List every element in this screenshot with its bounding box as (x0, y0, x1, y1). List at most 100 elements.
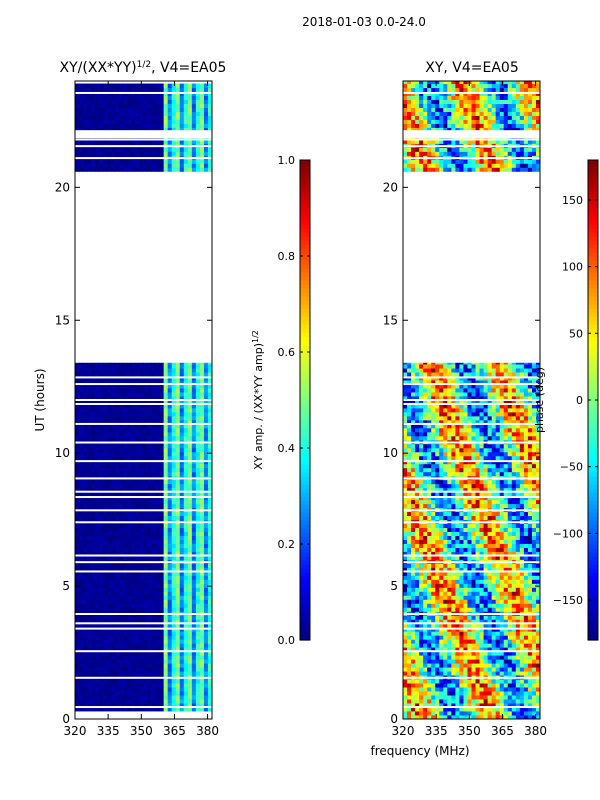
heatmap-cell (115, 663, 120, 668)
heatmap-cell (127, 83, 132, 89)
heatmap-cell (447, 683, 452, 688)
heatmap-cell (451, 663, 456, 668)
heatmap-cell (107, 695, 112, 700)
heatmap-cell (411, 631, 416, 636)
heatmap-cell (123, 491, 128, 497)
heatmap-cell (135, 527, 140, 532)
heatmap-cell (171, 403, 177, 409)
heatmap-cell (135, 83, 140, 89)
heatmap-cell (127, 463, 132, 469)
heatmap-cell (107, 127, 112, 132)
heatmap-cell (507, 687, 513, 692)
heatmap-cell (207, 127, 213, 132)
heatmap-cell (459, 671, 464, 676)
heatmap-cell (167, 372, 173, 377)
heatmap-cell (159, 427, 165, 433)
heatmap-cell (139, 643, 144, 648)
heatmap-cell (127, 651, 132, 656)
heatmap-cell (199, 571, 205, 576)
heatmap-cell (515, 603, 521, 608)
heatmap-cell (203, 571, 209, 576)
heatmap-cell (487, 643, 493, 648)
heatmap-cell (443, 619, 448, 624)
heatmap-cell (107, 392, 112, 397)
heatmap-cell (415, 667, 420, 672)
heatmap-cell (151, 563, 156, 568)
heatmap-cell (111, 587, 116, 592)
heatmap-cell (119, 687, 124, 692)
heatmap-cell (163, 651, 169, 656)
heatmap-cell (203, 639, 209, 644)
heatmap-cell (191, 695, 197, 700)
heatmap-cell (111, 99, 116, 104)
heatmap-cell (491, 687, 497, 692)
heatmap-cell (203, 667, 209, 672)
heatmap-cell (143, 687, 148, 692)
heatmap-cell (187, 583, 193, 588)
heatmap-cell (207, 639, 213, 644)
heatmap-cell (107, 623, 112, 628)
heatmap-cell (139, 659, 144, 664)
heatmap-cell (515, 615, 521, 620)
colorbar-step (300, 568, 310, 573)
heatmap-cell (107, 95, 112, 101)
heatmap-cell (187, 635, 193, 640)
heatmap-cell (115, 159, 120, 164)
heatmap-cell (119, 99, 124, 104)
heatmap-cell (127, 139, 132, 144)
heatmap-cell (151, 451, 156, 457)
heatmap-cell (527, 707, 533, 712)
heatmap-cell (431, 691, 436, 696)
heatmap-cell (187, 392, 193, 397)
flagged-gap (75, 613, 212, 615)
heatmap-cell (103, 151, 108, 156)
heatmap-cell (159, 99, 165, 104)
heatmap-cell (407, 619, 412, 624)
heatmap-cell (103, 107, 108, 112)
heatmap-cell (83, 583, 88, 588)
heatmap-cell (195, 623, 201, 628)
colorbar-step (300, 416, 310, 421)
heatmap-cell (147, 123, 152, 128)
heatmap-cell (123, 95, 128, 101)
heatmap-cell (99, 151, 104, 156)
heatmap-cell (131, 691, 136, 696)
heatmap-cell (123, 139, 128, 144)
heatmap-cell (135, 531, 140, 536)
heatmap-cell (183, 571, 189, 576)
heatmap-cell (427, 671, 432, 676)
heatmap-cell (123, 603, 128, 608)
heatmap-cell (195, 651, 201, 656)
heatmap-cell (83, 707, 88, 712)
heatmap-cell (447, 603, 452, 608)
heatmap-cell (99, 443, 104, 449)
heatmap-cell (191, 163, 197, 168)
heatmap-cell (103, 119, 108, 124)
heatmap-cell (155, 663, 161, 668)
heatmap-cell (75, 639, 80, 644)
heatmap-cell (431, 623, 436, 628)
heatmap-cell (79, 423, 84, 429)
heatmap-cell (123, 99, 128, 104)
heatmap-cell (75, 531, 80, 536)
heatmap-cell (187, 479, 193, 485)
heatmap-cell (407, 707, 412, 712)
heatmap-cell (139, 372, 144, 377)
heatmap-cell (183, 396, 189, 401)
heatmap-cell (111, 483, 116, 489)
heatmap-cell (483, 607, 489, 612)
heatmap-cell (451, 607, 456, 612)
heatmap-cell (167, 667, 173, 672)
heatmap-cell (503, 639, 509, 644)
heatmap-cell (503, 715, 509, 720)
heatmap-cell (79, 615, 84, 620)
heatmap-cell (107, 147, 112, 152)
heatmap-cell (87, 123, 92, 128)
heatmap-cell (427, 687, 432, 692)
heatmap-cell (207, 679, 213, 684)
heatmap-cell (123, 103, 128, 108)
heatmap-cell (111, 599, 116, 604)
heatmap-cell (499, 707, 505, 712)
heatmap-cell (163, 427, 169, 433)
heatmap-cell (167, 463, 173, 469)
